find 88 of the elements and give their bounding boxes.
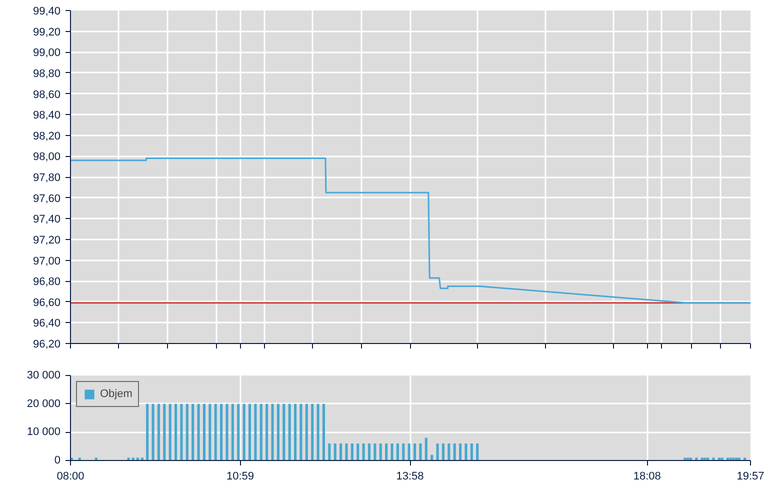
x-tick-label: 08:00 bbox=[56, 470, 84, 482]
y-tick-label: 98,60 bbox=[32, 88, 61, 101]
bar bbox=[413, 444, 416, 460]
bar bbox=[419, 444, 422, 460]
legend-label: Objem bbox=[100, 388, 132, 400]
x-tick-label: 18:08 bbox=[633, 470, 661, 482]
bar bbox=[254, 404, 257, 460]
bar bbox=[186, 404, 188, 460]
bar bbox=[448, 444, 450, 460]
y-tick-label: 99,40 bbox=[32, 6, 61, 18]
bar bbox=[362, 444, 365, 460]
bar bbox=[180, 404, 183, 460]
y-tick-label: 10 000 bbox=[26, 426, 61, 438]
bar bbox=[214, 404, 217, 460]
bar bbox=[248, 404, 252, 460]
bar bbox=[231, 404, 234, 460]
bar bbox=[350, 444, 354, 460]
bar bbox=[408, 444, 410, 460]
y-tick-label: 98,00 bbox=[32, 151, 61, 164]
bar bbox=[396, 444, 399, 460]
bar bbox=[476, 444, 479, 460]
x-tick-label: 13:58 bbox=[396, 470, 424, 482]
bar bbox=[294, 404, 297, 460]
bar bbox=[322, 404, 325, 460]
bar bbox=[334, 444, 336, 460]
bar bbox=[226, 404, 228, 460]
bar bbox=[282, 404, 286, 460]
bar bbox=[168, 404, 172, 460]
y-tick-label: 96,80 bbox=[32, 276, 61, 288]
bar bbox=[442, 444, 444, 460]
y-tick-label: 96,40 bbox=[32, 318, 61, 330]
y-tick-label: 97,60 bbox=[32, 192, 61, 205]
bar bbox=[453, 444, 456, 460]
bar bbox=[163, 404, 166, 460]
bar bbox=[220, 404, 223, 460]
y-tick-label: 97,40 bbox=[32, 214, 61, 226]
bar bbox=[202, 404, 206, 460]
y-tick-label: 99,20 bbox=[32, 26, 61, 38]
x-tick-label: 19:57 bbox=[736, 470, 764, 482]
bar bbox=[356, 444, 360, 460]
bar bbox=[328, 444, 331, 460]
bar bbox=[271, 404, 274, 460]
bar bbox=[345, 444, 348, 460]
bar bbox=[146, 404, 149, 460]
line-series bbox=[70, 158, 750, 304]
x-tick-label: 10:59 bbox=[226, 470, 254, 482]
y-tick-label: 97,80 bbox=[32, 172, 61, 184]
y-tick-label: 30 000 bbox=[26, 370, 61, 382]
bar bbox=[424, 438, 428, 460]
bar bbox=[340, 444, 342, 460]
bar bbox=[305, 404, 308, 460]
y-tick-label: 96,60 bbox=[32, 296, 61, 309]
bar bbox=[266, 404, 268, 460]
bar bbox=[174, 404, 178, 460]
bar bbox=[192, 404, 194, 460]
y-tick-label: 98,40 bbox=[32, 110, 61, 122]
bar bbox=[368, 444, 371, 460]
y-tick-label: 0 bbox=[54, 454, 61, 466]
bar bbox=[704, 458, 706, 460]
bar bbox=[390, 444, 394, 460]
bar bbox=[300, 404, 302, 460]
bar bbox=[402, 444, 405, 460]
y-tick-label: 99,00 bbox=[32, 47, 61, 60]
bar bbox=[197, 404, 200, 460]
bar bbox=[260, 404, 262, 460]
bar bbox=[712, 458, 715, 460]
bar bbox=[385, 444, 388, 460]
y-tick-label: 98,20 bbox=[32, 130, 61, 142]
bar bbox=[242, 404, 246, 460]
bar bbox=[316, 404, 320, 460]
y-tick-label: 97,00 bbox=[32, 255, 61, 268]
bar bbox=[464, 444, 468, 460]
bar bbox=[436, 444, 439, 460]
bar bbox=[470, 444, 473, 460]
bar bbox=[237, 404, 240, 460]
bar bbox=[459, 444, 462, 460]
bar bbox=[311, 404, 314, 460]
bar bbox=[379, 444, 382, 460]
y-tick-label: 96,20 bbox=[32, 338, 61, 350]
bar bbox=[152, 404, 154, 460]
y-tick-label: 97,20 bbox=[32, 234, 61, 246]
bar bbox=[157, 404, 160, 460]
bar bbox=[208, 404, 212, 460]
bar bbox=[374, 444, 376, 460]
y-tick-label: 98,80 bbox=[32, 68, 61, 80]
bar bbox=[276, 404, 280, 460]
y-tick-label: 20 000 bbox=[26, 398, 61, 410]
bar bbox=[288, 404, 291, 460]
